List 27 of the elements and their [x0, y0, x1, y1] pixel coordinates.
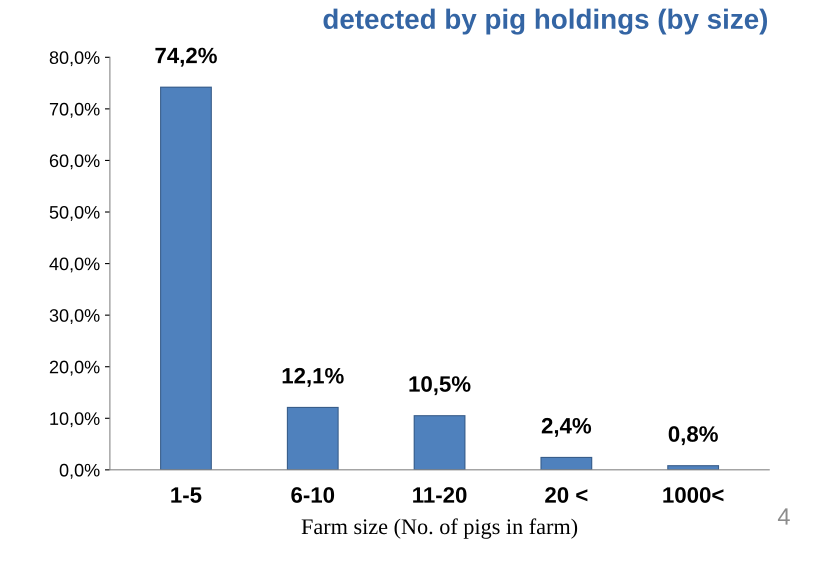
data-label: 0,8% [668, 426, 718, 446]
y-tick-label: 10,0% [50, 412, 100, 428]
y-tick-label: 20,0% [50, 360, 100, 376]
x-tick-label: 1-5 [171, 487, 202, 503]
bar [414, 415, 466, 470]
y-tick-label: 0,0% [60, 464, 100, 479]
bar [160, 86, 212, 470]
x-tick-label: 6-10 [291, 487, 334, 503]
x-tick-label: 11-20 [413, 487, 466, 503]
text: 4 [778, 508, 790, 525]
bar [667, 465, 720, 470]
y-tick-label: 80,0% [50, 51, 100, 66]
data-label: 10,5% [409, 376, 470, 396]
y-tick-label: 70,0% [50, 102, 100, 118]
data-label: 12,1% [282, 368, 344, 387]
y-tick-label: 50,0% [50, 206, 100, 221]
y-tick-label: 30,0% [50, 309, 100, 324]
data-label: 2,4% [542, 418, 592, 437]
y-tick-label: 40,0% [49, 258, 100, 272]
bar [286, 406, 339, 470]
x-tick-label: 1000< [663, 487, 724, 503]
bar [540, 456, 592, 470]
x-axis-title: Farm size (No. of pigs in farm) [302, 518, 578, 539]
x-tick-label: 20 < [545, 487, 588, 503]
data-label: 74,2% [155, 48, 217, 67]
chart-title: detected by pig holdings (by size) [324, 8, 768, 35]
y-tick-label: 60,0% [50, 154, 100, 170]
